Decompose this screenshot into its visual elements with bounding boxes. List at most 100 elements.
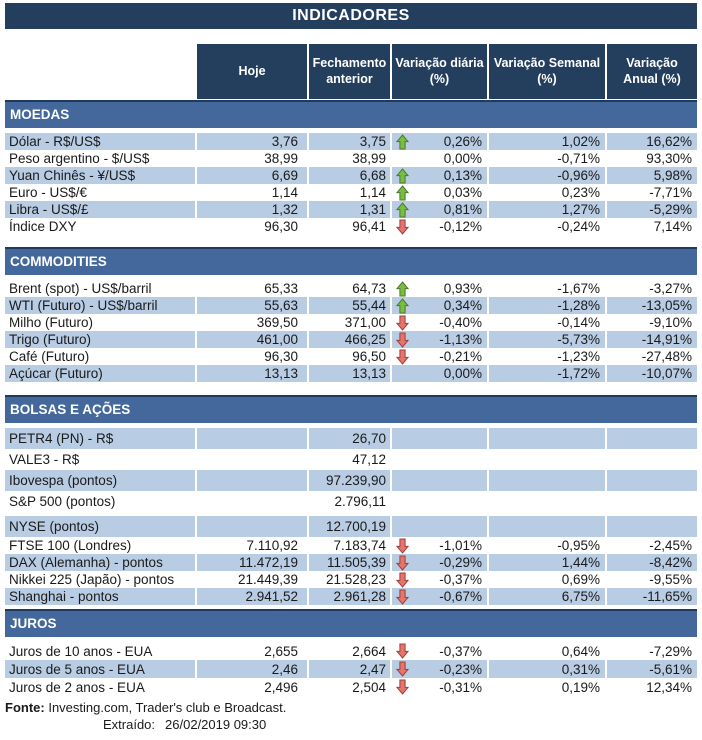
- cell-label: Ibovespa (pontos): [5, 470, 195, 491]
- cell-label: Café (Futuro): [9, 349, 90, 364]
- cell-variacao-diaria: -0,29%: [390, 554, 487, 571]
- cell-hoje: [195, 428, 307, 449]
- table-header-row: Hoje Fechamento anterior Variação diária…: [5, 44, 697, 99]
- cell-fechamento-anterior: 2,47: [307, 660, 390, 678]
- cell-variacao-semanal: 1,44%: [487, 554, 605, 571]
- cell-label: Libra - US$/£: [5, 201, 195, 218]
- up-arrow-icon: [396, 133, 410, 150]
- column-header-variacao-semanal: Variação Semanal (%): [487, 44, 605, 99]
- cell-variacao-diaria: 0,13%: [390, 167, 487, 184]
- table-row: Nikkei 225 (Japão) - pontos 21.449,39 21.5…: [5, 571, 697, 588]
- cell-hoje: 6,69: [195, 167, 307, 184]
- down-arrow-icon: [396, 589, 410, 605]
- cell-variacao-semanal: -0,71%: [487, 150, 605, 167]
- cell-label: Trigo (Futuro): [5, 331, 195, 348]
- cell-fechamento-anterior: 47,12: [307, 449, 390, 470]
- table-row: Peso argentino - $/US$ 38,99 38,99 0,00% -0,…: [5, 150, 697, 167]
- cell-variacao-semanal: 0,19%: [487, 678, 605, 696]
- cell-variacao-semanal: -1,72%: [487, 365, 605, 382]
- cell-variacao-semanal: [487, 516, 605, 537]
- cell-label: Euro - US$/€: [9, 185, 88, 200]
- cell-variacao-semanal: 1,02%: [487, 133, 605, 150]
- cell-label: Dólar - R$/US$: [5, 133, 195, 150]
- cell-hoje: 369,50: [195, 314, 307, 331]
- cell-variacao-diaria: 0,93%: [390, 280, 487, 297]
- down-arrow-icon: [396, 555, 410, 571]
- table-row: Índice DXY 96,30 96,41 -0,12% -0,24% 7,14%: [5, 218, 697, 235]
- cell-hoje: 2,496: [195, 678, 307, 696]
- cell-fechamento-anterior: 6,68: [307, 167, 390, 184]
- cell-value: 0,03%: [443, 185, 482, 200]
- cell-fechamento-anterior: 2.961,28: [307, 588, 390, 605]
- cell-variacao-diaria: 0,00%: [390, 365, 487, 382]
- cell-value: 0,81%: [443, 202, 482, 217]
- header-spacer: [5, 44, 195, 99]
- cell-variacao-semanal: -0,95%: [487, 537, 605, 554]
- cell-variacao-anual: -8,42%: [605, 554, 697, 571]
- cell-variacao-anual: -9,55%: [605, 571, 697, 588]
- table-row: Shanghai - pontos 2.941,52 2.961,28 -0,67% 6…: [5, 588, 697, 605]
- cell-label: Shanghai - pontos: [5, 588, 195, 605]
- cell-fechamento-anterior: 12.700,19: [307, 516, 390, 537]
- page-title: INDICADORES: [5, 3, 697, 29]
- table-row: Juros de 2 anos - EUA 2,496 2,504 -0,31% 0,1…: [5, 678, 697, 696]
- cell-variacao-semanal: [487, 491, 605, 512]
- table-row: Brent (spot) - US$/barril 65,33 64,73 0,93%…: [5, 280, 697, 297]
- cell-fechamento-anterior: 97.239,90: [307, 470, 390, 491]
- up-arrow-icon: [396, 201, 410, 218]
- cell-value: -0,12%: [439, 219, 482, 234]
- cell-variacao-anual: -10,07%: [605, 365, 697, 382]
- cell-label: Juros de 5 anos - EUA: [5, 660, 195, 678]
- up-arrow-icon: [396, 297, 410, 314]
- cell-fechamento-anterior: 2.796,11: [307, 491, 390, 512]
- cell-label: S&P 500 (pontos): [9, 494, 116, 509]
- no-arrow-placeholder: [396, 473, 410, 489]
- cell-label: Índice DXY: [9, 219, 77, 234]
- extraction-timestamp: Extraído: 26/02/2019 09:30: [5, 716, 697, 733]
- cell-variacao-diaria: -0,12%: [390, 218, 487, 235]
- cell-variacao-anual: -11,65%: [605, 588, 697, 605]
- cell-variacao-semanal: 0,64%: [487, 642, 605, 660]
- cell-variacao-diaria: [390, 428, 487, 449]
- cell-fechamento-anterior: 1,14: [307, 184, 390, 201]
- cell-value: -1,13%: [439, 332, 482, 347]
- cell-variacao-anual: -7,29%: [605, 642, 697, 660]
- down-arrow-icon: [396, 679, 410, 695]
- cell-variacao-anual: -9,10%: [605, 314, 697, 331]
- cell-variacao-diaria: [390, 491, 487, 512]
- cell-fechamento-anterior: 55,44: [307, 297, 390, 314]
- cell-variacao-semanal: -5,73%: [487, 331, 605, 348]
- section-header-commodities: COMMODITIES: [5, 247, 697, 275]
- cell-hoje: 7.110,92: [195, 537, 307, 554]
- cell-variacao-diaria: 0,34%: [390, 297, 487, 314]
- cell-variacao-anual: [605, 470, 697, 491]
- cell-hoje: 38,99: [195, 150, 307, 167]
- cell-variacao-semanal: -0,24%: [487, 218, 605, 235]
- cell-fechamento-anterior: 96,41: [307, 218, 390, 235]
- column-header-variacao-diaria: Variação diária (%): [390, 44, 487, 99]
- cell-variacao-anual: 16,62%: [605, 133, 697, 150]
- cell-label: Milho (Futuro): [9, 315, 94, 330]
- cell-fechamento-anterior: 371,00: [307, 314, 390, 331]
- cell-variacao-semanal: 1,27%: [487, 201, 605, 218]
- cell-value: -1,01%: [439, 538, 482, 553]
- cell-label: Brent (spot) - US$/barril: [9, 281, 152, 296]
- cell-variacao-diaria: -0,37%: [390, 642, 487, 660]
- cell-hoje: 2.941,52: [195, 588, 307, 605]
- table-row: Libra - US$/£ 1,32 1,31 0,81% 1,27% -5,29%: [5, 201, 697, 218]
- cell-variacao-anual: [605, 449, 697, 470]
- cell-label: WTI (Futuro) - US$/barril: [5, 297, 195, 314]
- cell-value: 0,00%: [443, 366, 482, 381]
- source-label: Fonte:: [5, 700, 45, 715]
- cell-fechamento-anterior: 7.183,74: [307, 537, 390, 554]
- cell-hoje: 1,32: [195, 201, 307, 218]
- table-row: VALE3 - R$ 47,12: [5, 449, 697, 470]
- cell-value: -0,31%: [439, 679, 482, 695]
- cell-variacao-diaria: -0,67%: [390, 588, 487, 605]
- cell-hoje: 96,30: [195, 218, 307, 235]
- cell-value: -0,23%: [439, 661, 482, 677]
- table-row: WTI (Futuro) - US$/barril 55,63 55,44 0,34%…: [5, 297, 697, 314]
- down-arrow-icon: [396, 332, 410, 348]
- down-arrow-icon: [396, 315, 410, 331]
- cell-variacao-semanal: 0,31%: [487, 660, 605, 678]
